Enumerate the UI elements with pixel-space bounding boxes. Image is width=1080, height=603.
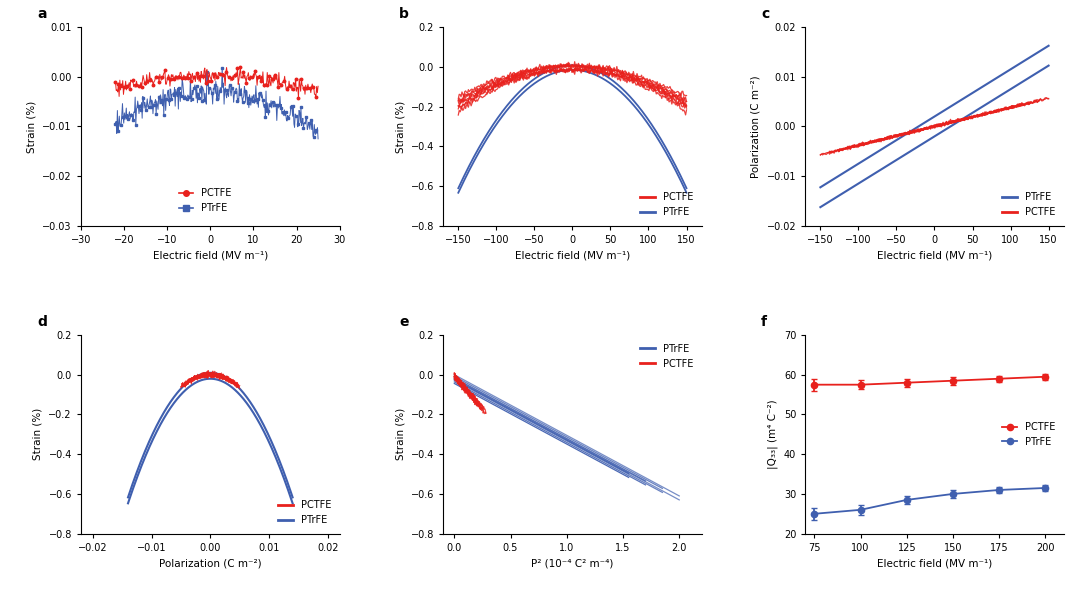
X-axis label: Electric field (MV m⁻¹): Electric field (MV m⁻¹) <box>515 250 630 260</box>
Text: b: b <box>400 7 409 21</box>
Y-axis label: Strain (%): Strain (%) <box>395 100 405 153</box>
Text: c: c <box>761 7 769 21</box>
Y-axis label: Strain (%): Strain (%) <box>32 408 43 461</box>
Legend: PCTFE, PTrFE: PCTFE, PTrFE <box>274 496 335 529</box>
Legend: PCTFE, PTrFE: PCTFE, PTrFE <box>175 185 235 217</box>
Y-axis label: Strain (%): Strain (%) <box>27 100 37 153</box>
X-axis label: Electric field (MV m⁻¹): Electric field (MV m⁻¹) <box>877 558 993 568</box>
X-axis label: Electric field (MV m⁻¹): Electric field (MV m⁻¹) <box>152 250 268 260</box>
Y-axis label: Polarization (C m⁻²): Polarization (C m⁻²) <box>751 75 761 178</box>
Y-axis label: |Q₃₃| (m⁴ C⁻²): |Q₃₃| (m⁴ C⁻²) <box>768 400 779 469</box>
Legend: PCTFE, PTrFE: PCTFE, PTrFE <box>636 188 697 221</box>
Legend: PCTFE, PTrFE: PCTFE, PTrFE <box>998 418 1058 450</box>
Text: d: d <box>37 315 46 329</box>
X-axis label: Electric field (MV m⁻¹): Electric field (MV m⁻¹) <box>877 250 993 260</box>
Text: f: f <box>761 315 767 329</box>
X-axis label: P² (10⁻⁴ C² m⁻⁴): P² (10⁻⁴ C² m⁻⁴) <box>531 558 613 568</box>
Legend: PTrFE, PCTFE: PTrFE, PCTFE <box>636 340 697 373</box>
Text: e: e <box>400 315 408 329</box>
Text: a: a <box>37 7 46 21</box>
Y-axis label: Strain (%): Strain (%) <box>395 408 405 461</box>
Legend: PTrFE, PCTFE: PTrFE, PCTFE <box>998 188 1058 221</box>
X-axis label: Polarization (C m⁻²): Polarization (C m⁻²) <box>159 558 261 568</box>
